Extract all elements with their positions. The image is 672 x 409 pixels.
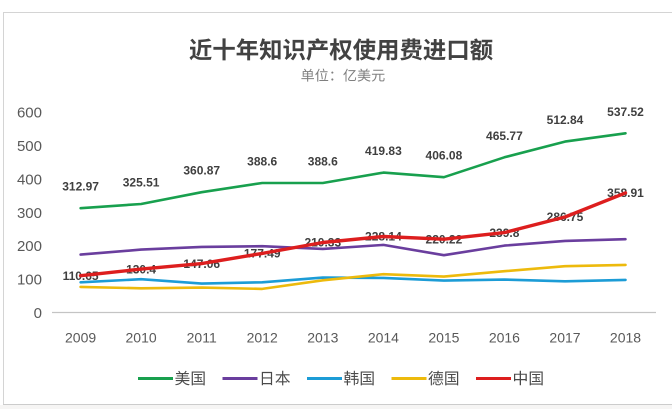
svg-text:2015: 2015 bbox=[428, 330, 459, 346]
svg-text:2014: 2014 bbox=[368, 330, 399, 346]
svg-text:537.52: 537.52 bbox=[607, 105, 644, 119]
svg-text:500: 500 bbox=[17, 138, 42, 155]
svg-text:360.87: 360.87 bbox=[183, 164, 220, 178]
svg-text:2013: 2013 bbox=[307, 330, 338, 346]
svg-text:388.6: 388.6 bbox=[247, 155, 277, 169]
svg-text:2012: 2012 bbox=[247, 330, 278, 346]
svg-text:2010: 2010 bbox=[126, 330, 157, 346]
svg-text:0: 0 bbox=[34, 305, 42, 322]
svg-text:406.08: 406.08 bbox=[426, 149, 463, 163]
svg-text:600: 600 bbox=[17, 105, 42, 122]
svg-text:2011: 2011 bbox=[187, 330, 217, 346]
svg-text:325.51: 325.51 bbox=[123, 176, 160, 190]
svg-text:388.6: 388.6 bbox=[308, 155, 338, 169]
svg-text:100: 100 bbox=[17, 271, 42, 288]
svg-text:2017: 2017 bbox=[549, 330, 580, 346]
svg-text:300: 300 bbox=[17, 205, 42, 222]
svg-text:419.83: 419.83 bbox=[365, 144, 402, 158]
svg-text:2018: 2018 bbox=[610, 330, 641, 346]
svg-text:512.84: 512.84 bbox=[547, 113, 584, 127]
svg-text:2009: 2009 bbox=[65, 330, 96, 346]
svg-text:400: 400 bbox=[17, 171, 42, 188]
svg-text:465.77: 465.77 bbox=[486, 129, 523, 143]
svg-text:2016: 2016 bbox=[489, 330, 520, 346]
svg-text:312.97: 312.97 bbox=[62, 180, 99, 194]
svg-text:200: 200 bbox=[17, 238, 42, 255]
